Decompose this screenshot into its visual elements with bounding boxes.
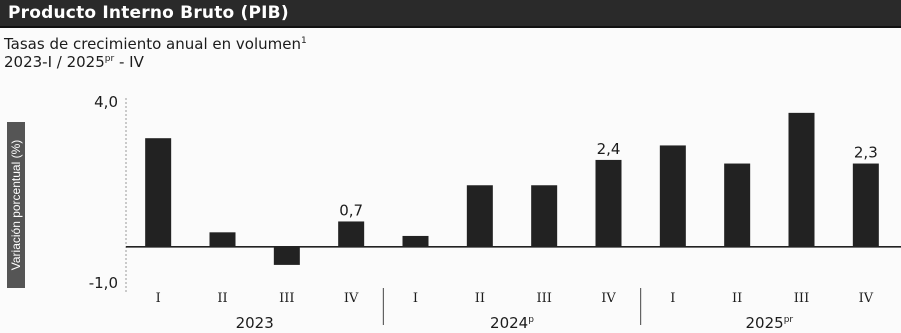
x-tick-label: I xyxy=(156,291,161,306)
subtitle-footnote-mark: 1 xyxy=(300,36,307,46)
bar xyxy=(338,221,365,247)
chart-subtitle: Tasas de crecimiento anual en volumen1 xyxy=(4,32,307,53)
period-suffix: - IV xyxy=(114,53,144,71)
bar xyxy=(145,138,172,247)
x-tick-label: III xyxy=(536,291,551,306)
bar xyxy=(595,159,622,247)
period-superscript: pr xyxy=(104,54,115,64)
bar xyxy=(209,232,236,247)
x-tick-label: II xyxy=(217,291,227,306)
data-label: 2,4 xyxy=(597,140,621,158)
bar xyxy=(724,163,751,247)
x-tick-label: II xyxy=(475,291,485,306)
x-tick-label: IV xyxy=(601,291,616,306)
bar xyxy=(852,163,879,247)
group-label-year: 2023 xyxy=(236,314,274,332)
bar xyxy=(466,185,493,247)
data-label: 2,3 xyxy=(854,144,878,162)
bar xyxy=(788,112,815,247)
chart-title: Producto Interno Bruto (PIB) xyxy=(8,3,289,23)
x-tick-label: III xyxy=(279,291,294,306)
group-label: 2025pr xyxy=(746,314,794,332)
y-axis-label-box: Variación porcentual (%) xyxy=(7,122,25,288)
x-tick-label: IV xyxy=(344,291,359,306)
x-tick-label: III xyxy=(794,291,809,306)
x-tick-label: IV xyxy=(859,291,874,306)
y-tick-label: 4,0 xyxy=(94,93,118,111)
bar xyxy=(402,235,429,247)
group-label-superscript: p xyxy=(528,315,534,325)
title-bar: Producto Interno Bruto (PIB) xyxy=(0,0,901,28)
group-label-superscript: pr xyxy=(784,315,794,325)
bar xyxy=(273,246,300,265)
x-tick-label: II xyxy=(732,291,742,306)
x-tick-label: I xyxy=(413,291,418,306)
period-prefix: 2023-I / 2025 xyxy=(4,53,105,71)
bar xyxy=(531,185,558,247)
group-label-year: 2025 xyxy=(746,314,784,332)
y-tick-label: -1,0 xyxy=(89,274,118,292)
x-tick-label: I xyxy=(670,291,675,306)
subtitle-text: Tasas de crecimiento anual en volumen xyxy=(4,35,301,53)
bar xyxy=(659,145,686,247)
data-label: 0,7 xyxy=(339,201,363,219)
group-label: 2024p xyxy=(490,314,534,332)
group-label-year: 2024 xyxy=(490,314,528,332)
chart-period: 2023-I / 2025pr - IV xyxy=(4,50,144,71)
group-label: 2023 xyxy=(236,314,274,332)
